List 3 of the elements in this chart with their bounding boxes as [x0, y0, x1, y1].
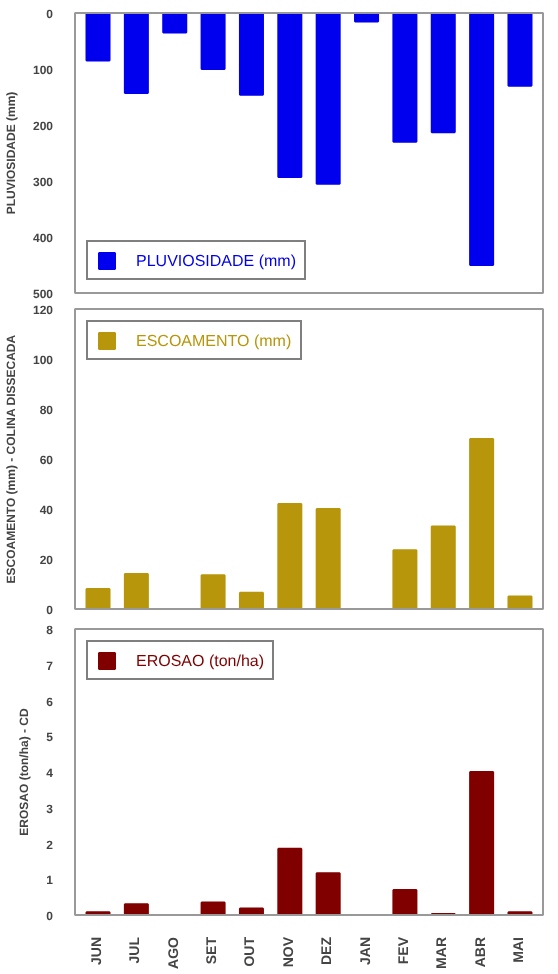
legend-label: ESCOAMENTO (mm) — [136, 331, 292, 349]
legend-label: EROSAO (ton/ha) — [136, 651, 265, 669]
legend-label: PLUVIOSIDADE (mm) — [136, 251, 297, 269]
